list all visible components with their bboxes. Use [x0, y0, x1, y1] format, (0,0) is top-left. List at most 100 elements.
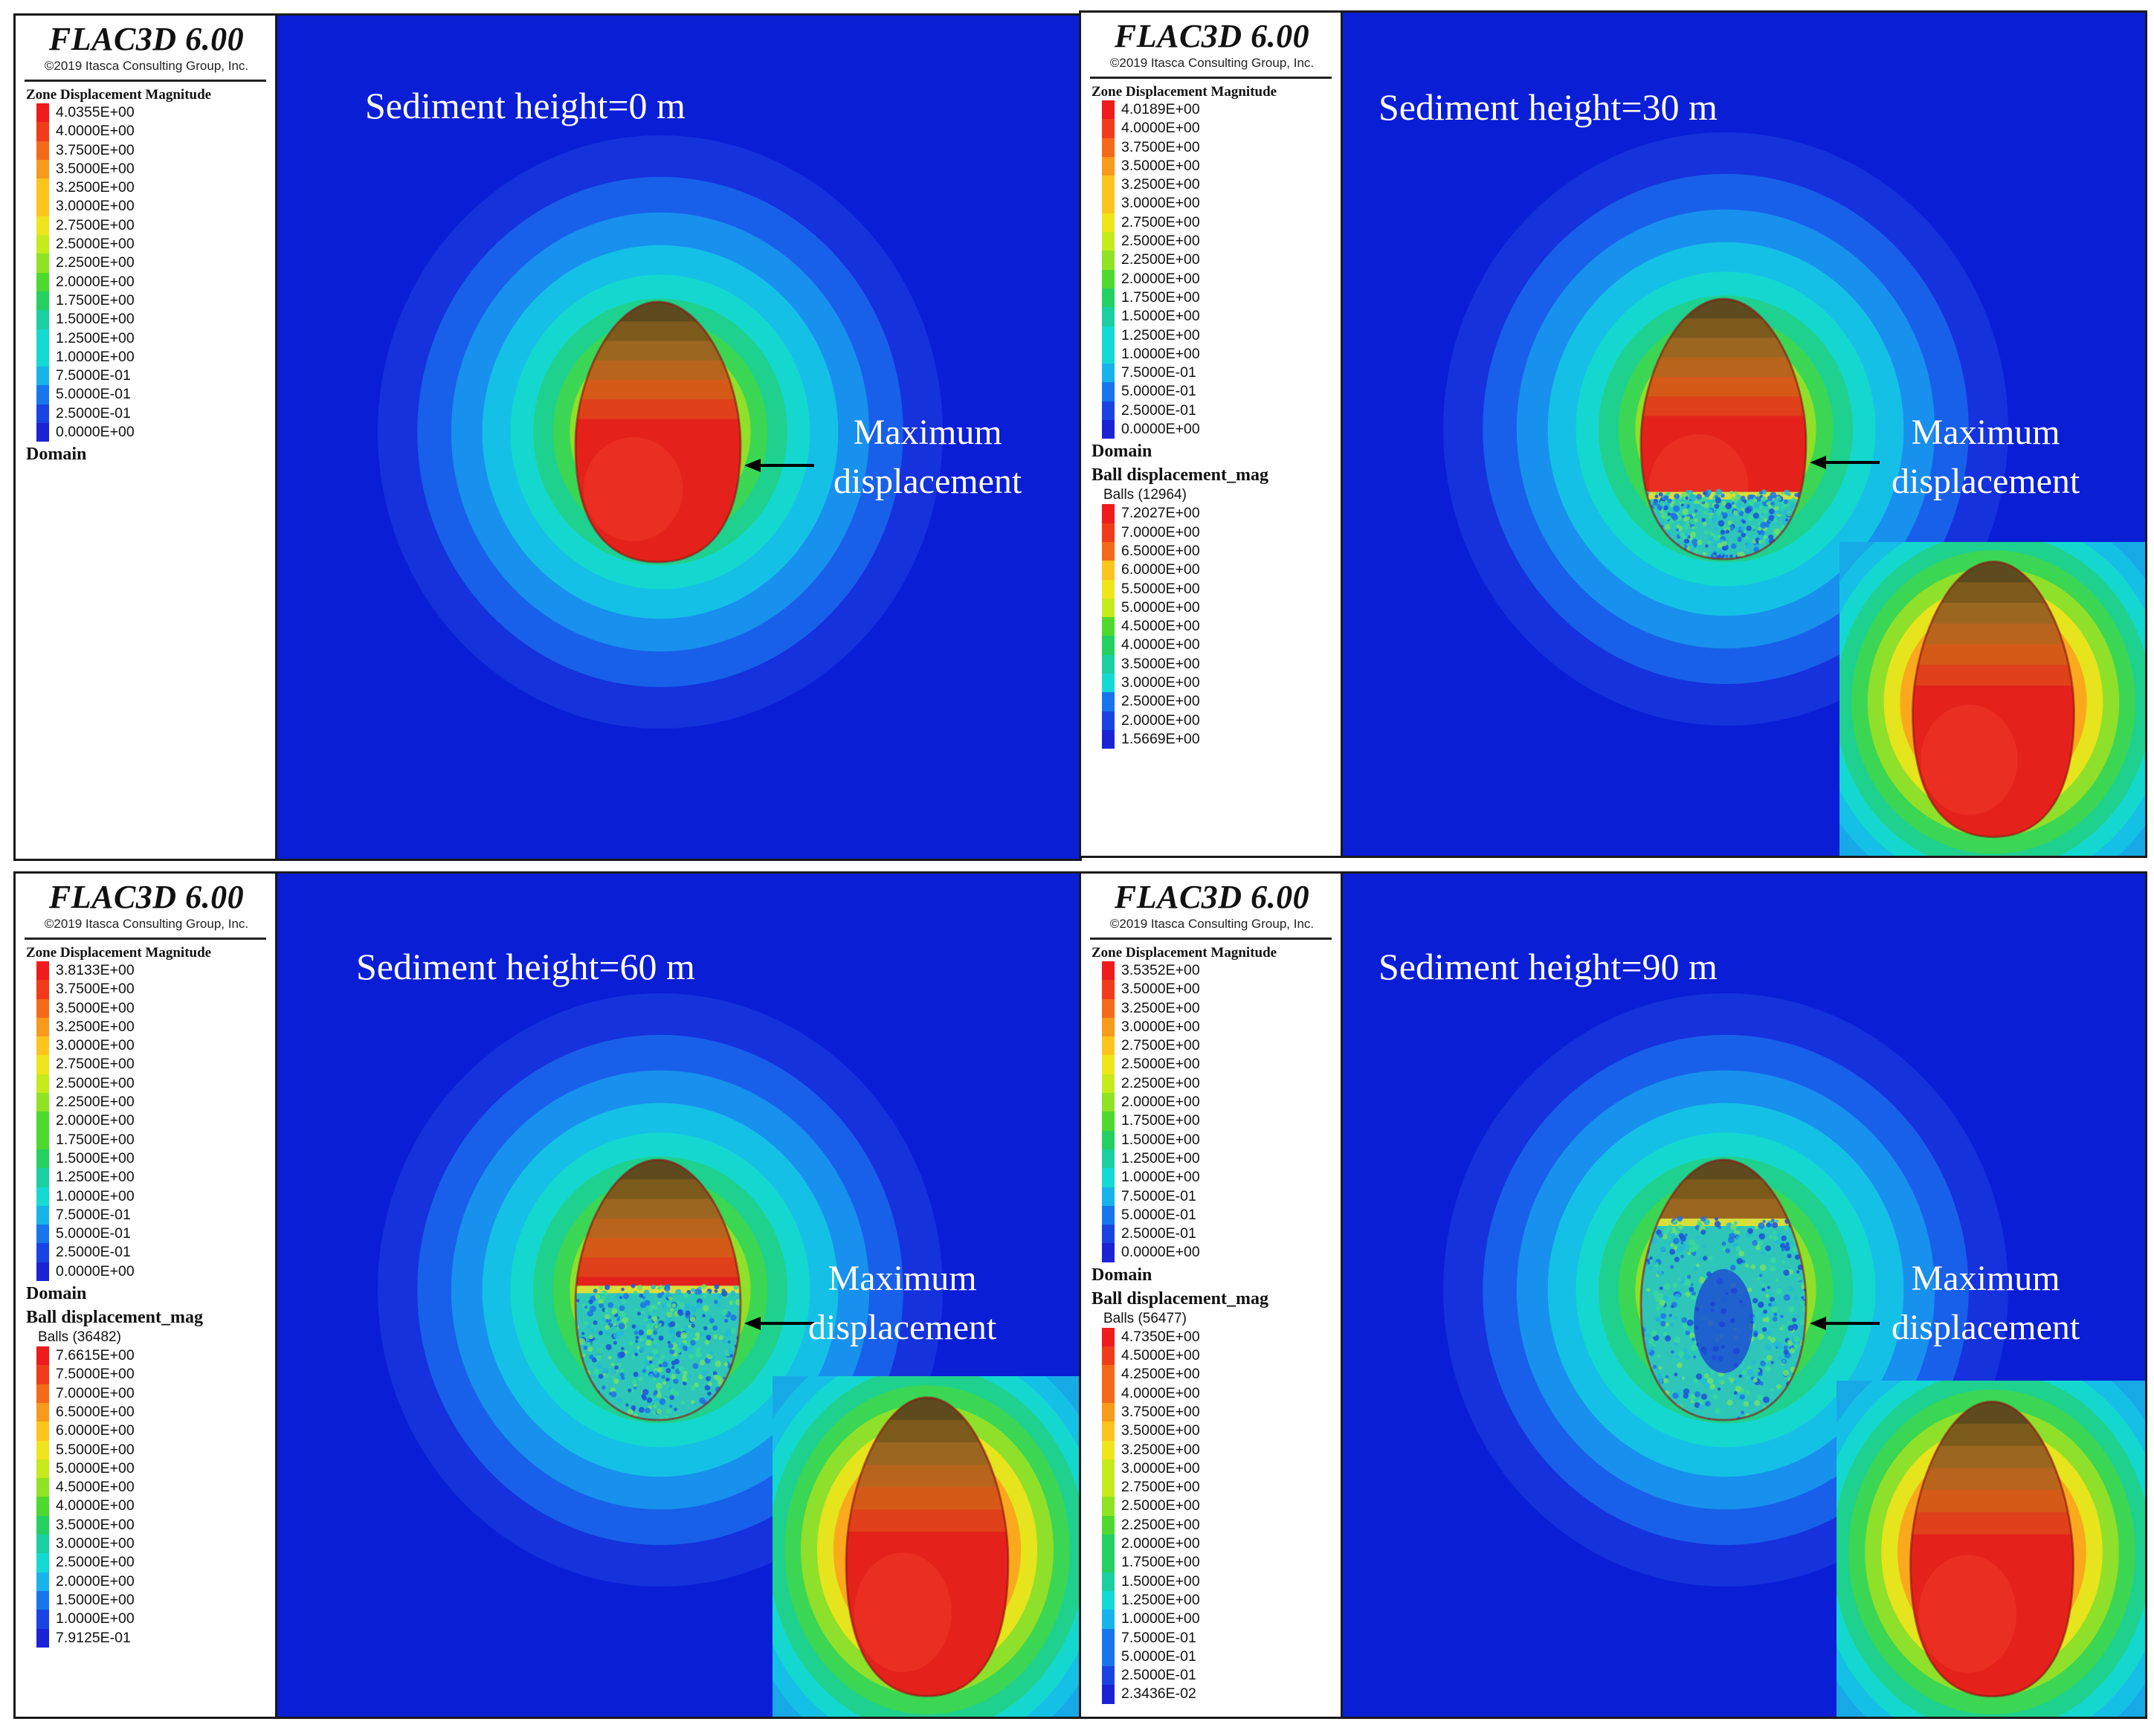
- legend-value: 1.2500E+00: [1121, 1149, 1200, 1167]
- legend-entry: 2.5000E+00: [1091, 1497, 1335, 1516]
- legend-value: 3.5000E+00: [1121, 655, 1200, 672]
- legend-value: 5.0000E-01: [56, 1225, 131, 1242]
- legend-divider: [1090, 938, 1332, 940]
- legend-value: 1.0000E+00: [1121, 345, 1200, 362]
- ball-count: Balls (36482): [38, 1329, 121, 1346]
- legend-value: 1.5000E+00: [1121, 308, 1200, 325]
- domain-label: Domain: [26, 1284, 87, 1304]
- copyright: ©2019 Itasca Consulting Group, Inc.: [44, 59, 249, 73]
- legend-swatch: [1102, 1055, 1115, 1074]
- legend-value: 2.7500E+00: [1121, 213, 1200, 230]
- legend-swatch: [1102, 1111, 1115, 1131]
- legend-value: 5.0000E+00: [56, 1459, 135, 1477]
- legend-entry: 2.2500E+00: [26, 1093, 269, 1112]
- legend-swatch: [36, 235, 49, 254]
- ball-heading: Ball displacement_mag: [1091, 465, 1268, 485]
- zoom-inset: [1837, 1381, 2145, 1717]
- legend-swatch: [1102, 654, 1115, 674]
- legend-value: 6.5000E+00: [56, 1403, 135, 1420]
- legend-swatch: [36, 1553, 49, 1572]
- legend-value: 3.5000E+00: [1121, 1422, 1200, 1439]
- app-title: FLAC3D 6.00: [1114, 18, 1310, 54]
- contour-plot: [1343, 13, 2145, 856]
- zone-heading: Zone Displacement Magnitude: [26, 87, 212, 103]
- legend-value: 5.5000E+00: [1121, 580, 1200, 597]
- panel-label: Sediment height=60 m: [356, 946, 695, 987]
- legend-value: 4.0000E+00: [1121, 1384, 1200, 1401]
- panel-sediment-60m: FLAC3D 6.00 ©2019 Itasca Consulting Grou…: [13, 871, 1082, 1719]
- legend-entry: 3.5352E+00: [1091, 961, 1335, 981]
- legend-swatch: [1102, 504, 1115, 523]
- legend-entry: 3.2500E+00: [26, 178, 269, 198]
- legend-entry: 6.0000E+00: [1091, 561, 1335, 580]
- legend-value: 2.5000E+00: [56, 1074, 135, 1091]
- legend-swatch: [1102, 1515, 1115, 1535]
- legend-swatch: [1102, 541, 1115, 561]
- legend-swatch: [1102, 1459, 1115, 1479]
- zone-heading: Zone Displacement Magnitude: [1091, 84, 1277, 100]
- legend-entry: 1.5000E+00: [26, 1590, 269, 1610]
- ball-scale: 7.6615E+00 7.5000E+00 7.0000E+00 6.5000E+00…: [26, 1346, 269, 1648]
- legend-swatch: [1102, 156, 1115, 176]
- legend-entry: 4.0355E+00: [26, 103, 269, 123]
- legend-value: 2.5000E-01: [1121, 1667, 1196, 1684]
- legend-value: 5.0000E-01: [1121, 1206, 1196, 1223]
- legend-value: 2.0000E+00: [56, 1112, 135, 1129]
- arrow-head: [744, 459, 761, 472]
- legend-swatch: [1102, 1346, 1115, 1366]
- legend-entry: 5.0000E-01: [26, 1224, 269, 1244]
- app-title: FLAC3D 6.00: [48, 21, 245, 57]
- legend-swatch: [36, 310, 49, 329]
- legend-value: 2.5000E+00: [56, 1554, 135, 1571]
- legend-entry: 4.0000E+00: [1091, 636, 1335, 655]
- legend-value: 2.5000E+00: [1121, 1497, 1200, 1514]
- legend-swatch: [36, 1168, 49, 1187]
- legend-entry: 2.2500E+00: [1091, 1074, 1335, 1094]
- legend-swatch: [36, 961, 49, 981]
- legend-value: 3.7500E+00: [1121, 138, 1200, 155]
- annotation-line-2: displacement: [1892, 1308, 2080, 1347]
- legend-entry: 4.0000E+00: [26, 1497, 269, 1516]
- legend-entry: 7.5000E-01: [26, 1205, 269, 1225]
- legend-value: 3.7500E+00: [1121, 1403, 1200, 1420]
- legend-value: 3.5000E+00: [56, 999, 135, 1016]
- legend-entry: 2.5000E+00: [26, 235, 269, 254]
- legend-swatch: [36, 1017, 49, 1037]
- legend-entry: 2.0000E+00: [26, 1572, 269, 1591]
- legend-swatch: [36, 1187, 49, 1206]
- copyright: ©2019 Itasca Consulting Group, Inc.: [44, 917, 249, 931]
- legend: FLAC3D 6.00 ©2019 Itasca Consulting Grou…: [1081, 13, 1343, 856]
- legend-entry: 3.2500E+00: [1091, 998, 1335, 1018]
- legend-entry: 3.5000E+00: [1091, 654, 1335, 674]
- legend-entry: 4.0000E+00: [1091, 119, 1335, 138]
- legend-value: 3.0000E+00: [1121, 1459, 1200, 1477]
- legend-value: 1.0000E+00: [56, 348, 135, 365]
- legend-entry: 3.2500E+00: [26, 1017, 269, 1037]
- legend-swatch: [36, 122, 49, 141]
- legend-entry: 2.0000E+00: [1091, 1093, 1335, 1112]
- legend-swatch: [36, 1093, 49, 1112]
- legend-entry: 7.5000E-01: [26, 367, 269, 386]
- zone-heading: Zone Displacement Magnitude: [1091, 945, 1277, 961]
- legend-value: 1.2500E+00: [1121, 326, 1200, 343]
- legend-value: 2.0000E+00: [1121, 711, 1200, 729]
- legend-swatch: [36, 1572, 49, 1591]
- legend-entry: 7.2027E+00: [1091, 504, 1335, 523]
- legend-value: 4.0000E+00: [1121, 120, 1200, 137]
- legend-entry: 3.0000E+00: [26, 1036, 269, 1056]
- legend-swatch: [1102, 1497, 1115, 1516]
- legend-entry: 2.5000E+00: [1091, 692, 1335, 711]
- panel-sediment-90m: FLAC3D 6.00 ©2019 Itasca Consulting Grou…: [1079, 871, 2147, 1719]
- legend-value: 4.0189E+00: [1121, 101, 1200, 117]
- legend-swatch: [36, 347, 49, 367]
- legend-value: 2.2500E+00: [1121, 251, 1200, 268]
- legend-entry: 7.5000E-01: [1091, 1628, 1335, 1648]
- legend-body: Zone Displacement Magnitude 3.5352E+00 3.…: [1091, 945, 1335, 1704]
- legend-entry: 5.0000E-01: [1091, 1205, 1335, 1225]
- legend-entry: 7.6615E+00: [26, 1346, 269, 1366]
- legend-entry: 7.5000E-01: [1091, 364, 1335, 383]
- legend-value: 0.0000E+00: [56, 1262, 135, 1280]
- legend-value: 3.2500E+00: [56, 179, 135, 196]
- ball-heading: Ball displacement_mag: [1091, 1288, 1268, 1309]
- legend-divider: [25, 938, 266, 940]
